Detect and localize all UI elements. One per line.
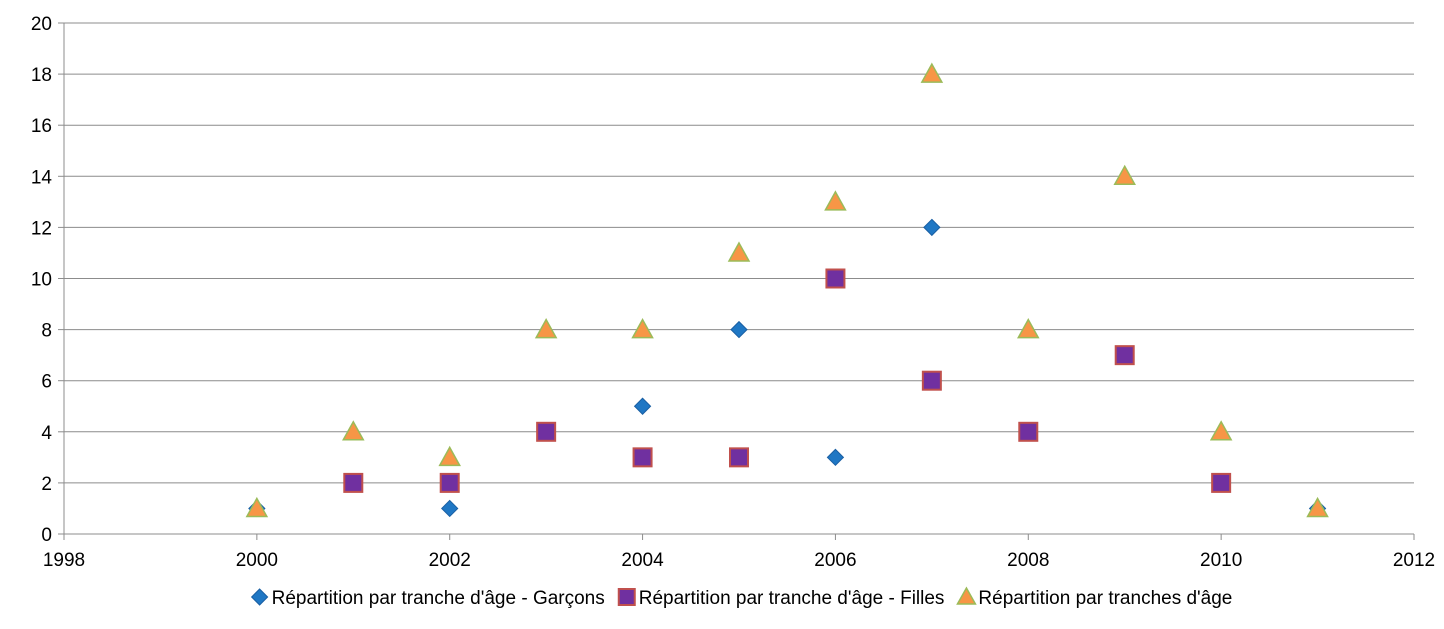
diamond-point (826, 448, 845, 467)
legend-triangle-icon (956, 586, 977, 605)
triangle-point (342, 420, 365, 441)
triangle-point (1017, 318, 1040, 339)
square-point (825, 268, 846, 289)
series-square (343, 268, 1232, 493)
legend-entry: Répartition par tranche d'âge - Garçons (250, 588, 605, 609)
legend: Répartition par tranche d'âge - Garçons R… (250, 586, 1232, 609)
legend-square-icon (617, 588, 636, 606)
triangle-point (1209, 420, 1233, 441)
legend-label: Répartition par tranches d'âge (978, 588, 1232, 609)
legend-label: Répartition par tranche d'âge - Garçons (272, 588, 605, 609)
square-point (343, 472, 364, 493)
square-point (632, 447, 653, 468)
triangle-point (534, 318, 558, 339)
legend-label: Répartition par tranche d'âge - Filles (639, 588, 945, 609)
triangle-point (824, 190, 847, 211)
triangle-point (1306, 496, 1329, 518)
square-point (1211, 472, 1232, 493)
y-tick-label: 4 (41, 423, 52, 444)
triangle-point (438, 445, 461, 467)
square-point (1114, 345, 1135, 366)
y-tick-label: 14 (31, 167, 53, 188)
y-tick-label: 6 (41, 372, 52, 393)
square-point (729, 447, 749, 468)
square-point (536, 421, 557, 442)
x-tick-label: 2010 (1200, 550, 1242, 571)
data-points (245, 62, 1329, 518)
triangle-point (1113, 164, 1136, 186)
diamond-point (633, 397, 652, 415)
y-tick-label: 0 (41, 525, 52, 546)
x-tick-label: 2006 (814, 550, 856, 571)
series-triangle (245, 62, 1329, 518)
diamond-point (923, 218, 941, 237)
triangle-point (920, 62, 944, 83)
y-tick-label: 10 (31, 270, 52, 291)
y-tick-label: 2 (41, 474, 52, 495)
x-tick-label: 2012 (1393, 550, 1435, 571)
legend-entry: Répartition par tranches d'âge (956, 586, 1232, 609)
square-point (1018, 421, 1039, 442)
legend-diamond-icon (250, 588, 269, 606)
y-tick-label: 8 (41, 321, 52, 342)
x-tick-label: 2002 (429, 550, 471, 571)
series-diamond (248, 218, 1327, 518)
diamond-point (441, 499, 459, 518)
legend-entry: Répartition par tranche d'âge - Filles (617, 588, 945, 609)
triangle-point (631, 318, 654, 339)
square-point (439, 472, 460, 493)
gridlines (64, 22, 1414, 484)
y-tick-labels: 0 2 4 6 8 10 12 14 16 18 20 (31, 14, 53, 546)
x-tick-labels: 1998 2000 2002 2004 2006 2008 2010 2012 (43, 550, 1435, 571)
triangle-point (245, 496, 269, 518)
y-tick-label: 16 (31, 116, 52, 137)
square-point (921, 370, 942, 391)
y-tick-label: 18 (31, 65, 52, 86)
x-tick-label: 2000 (236, 550, 278, 571)
axes (58, 22, 1415, 540)
y-tick-label: 12 (31, 218, 52, 239)
diamond-point (730, 320, 748, 339)
x-tick-label: 2004 (621, 550, 664, 571)
x-tick-label: 2008 (1007, 550, 1049, 571)
x-tick-label: 1998 (43, 550, 85, 571)
triangle-point (727, 241, 751, 262)
y-tick-label: 20 (31, 14, 52, 35)
